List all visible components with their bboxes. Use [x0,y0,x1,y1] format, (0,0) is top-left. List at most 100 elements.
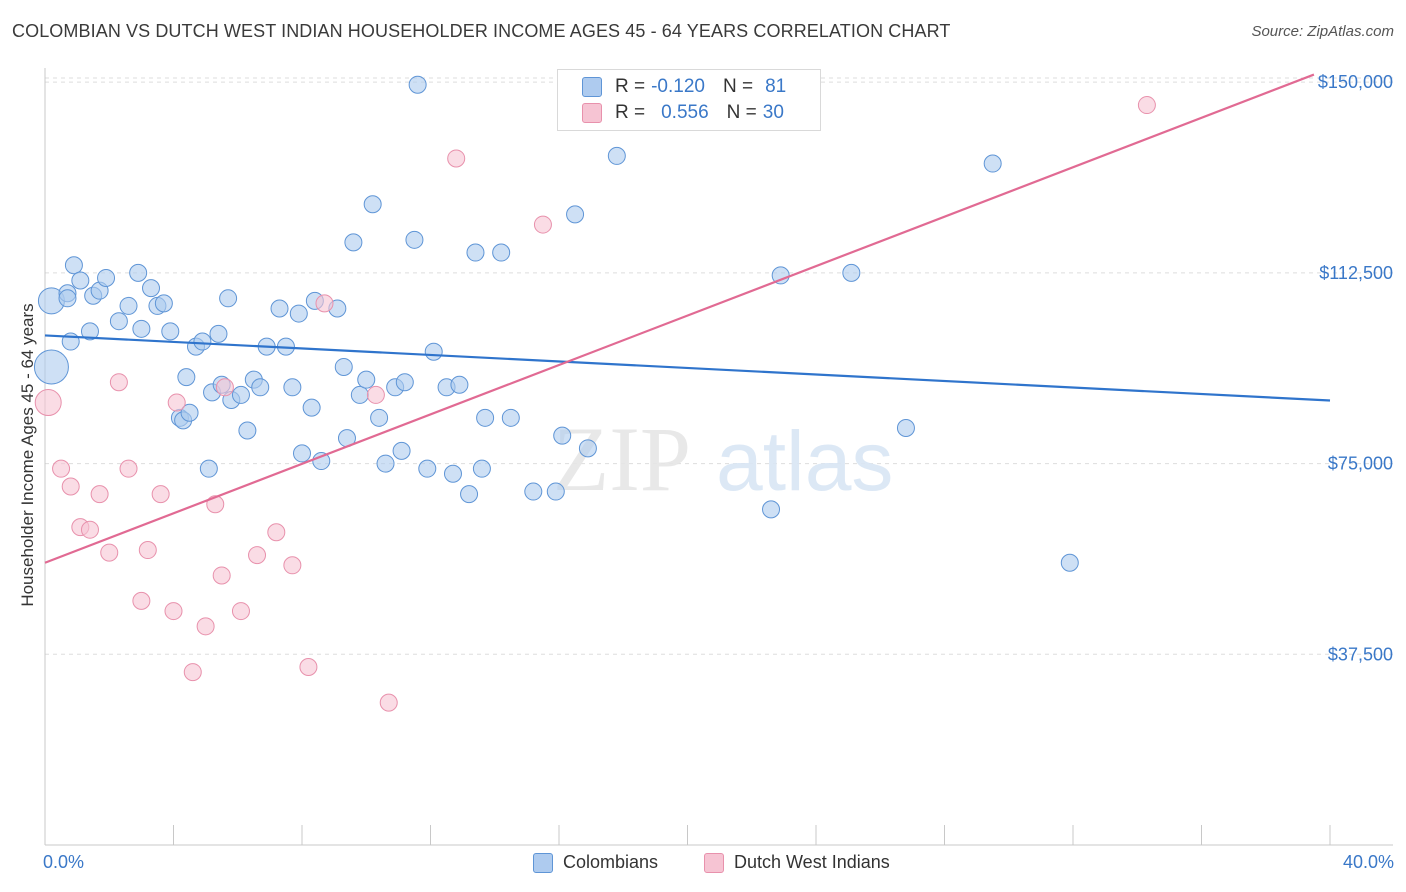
point-dutch [231,602,250,621]
point-colombians [405,230,424,249]
watermark: ZIP atlas [553,408,893,510]
point-dutch [90,485,109,504]
point-colombians [466,243,485,262]
point-dutch [52,459,71,478]
bottom-legend-colombians: Colombians [533,852,658,873]
point-colombians [392,441,411,460]
point-dutch [379,693,398,712]
point-colombians [501,408,520,427]
point-colombians [142,279,161,298]
correlation-legend: R = -0.120 N = 81 R = 0.556 N = 30 [557,69,821,131]
point-dutch [61,477,80,496]
point-colombians [363,195,382,214]
point-dutch [164,602,183,621]
x-tick-label-min: 0.0% [43,852,85,872]
bottom-legend-swatch-dutch [704,852,724,873]
legend-swatch-colombians [582,77,602,97]
point-colombians [524,482,543,501]
point-colombians [177,368,196,387]
point-colombians [896,418,915,437]
point-dutch [34,389,62,417]
point-dutch [299,658,318,677]
point-dutch [138,541,157,560]
point-colombians [97,268,116,287]
legend-swatch-dutch [582,103,602,123]
point-colombians [395,373,414,392]
point-colombians [302,398,321,417]
point-colombians [376,454,395,473]
point-dutch [447,149,466,168]
legend-n-value-colombians: 81 [765,76,787,97]
point-colombians [64,256,83,275]
legend-row-dutch: R = 0.556 N = 30 [582,101,784,125]
point-colombians [553,426,572,445]
y-tick-labels: $37,500 $75,000 $112,500 $150,000 [1318,72,1393,664]
point-colombians [408,75,427,94]
point-colombians [357,370,376,389]
point-dutch [80,520,99,539]
point-colombians [418,459,437,478]
point-colombians [762,500,781,519]
point-colombians [983,154,1002,173]
point-dutch [248,546,267,565]
watermark-atlas: atlas [716,414,893,508]
point-dutch [283,556,302,575]
point-colombians [231,385,250,404]
point-colombians [293,444,311,463]
point-dutch [196,617,215,636]
point-colombians [312,452,331,471]
y-tick-label: $75,000 [1328,454,1393,474]
point-dutch [533,215,552,234]
trend-lines [44,73,1331,564]
point-dutch [212,566,231,585]
point-dutch [267,523,286,542]
y-tick-label: $37,500 [1328,644,1393,664]
point-colombians [578,439,597,458]
bottom-legend-dutch: Dutch West Indians [704,852,890,873]
point-dutch [132,591,151,610]
point-dutch [215,378,234,397]
point-colombians [33,349,69,385]
x-tick-label-max: 40.0% [1342,852,1394,872]
watermark-zip: ZIP [553,408,691,510]
point-colombians [109,312,128,331]
point-colombians [443,464,462,483]
chart-title: COLOMBIAN VS DUTCH WEST INDIAN HOUSEHOLD… [12,21,951,41]
point-colombians [476,408,495,427]
point-colombians [209,324,228,343]
point-colombians [370,408,389,427]
point-colombians [132,319,151,338]
legend-n-label: N = [726,102,757,123]
point-colombians [58,289,77,308]
point-colombians [566,205,585,224]
point-colombians [238,421,257,440]
point-colombians [460,485,479,504]
point-colombians [199,459,218,478]
data-points [33,75,1156,712]
point-colombians [270,299,289,318]
y-tick-label: $150,000 [1318,72,1393,92]
point-dutch [183,663,202,682]
point-dutch [1137,96,1156,115]
point-colombians [289,304,308,323]
bottom-legend-swatch-colombians [533,852,553,873]
point-dutch [151,485,170,504]
point-dutch [167,393,186,412]
legend-n-label: N = [722,76,754,97]
point-colombians [119,296,138,315]
point-colombians [154,294,173,313]
point-colombians [161,322,180,341]
point-colombians [193,332,212,351]
point-colombians [180,403,199,422]
point-dutch [100,543,119,562]
point-colombians [350,385,369,404]
point-colombians [842,263,861,282]
point-colombians [283,378,302,397]
point-dutch [315,294,334,313]
point-colombians [1060,553,1079,572]
point-dutch [119,459,138,478]
legend-row-colombians: R = -0.120 N = 81 [582,75,786,99]
legend-n-value-dutch: 30 [762,102,784,123]
bottom-legend-label-colombians: Colombians [563,852,659,872]
